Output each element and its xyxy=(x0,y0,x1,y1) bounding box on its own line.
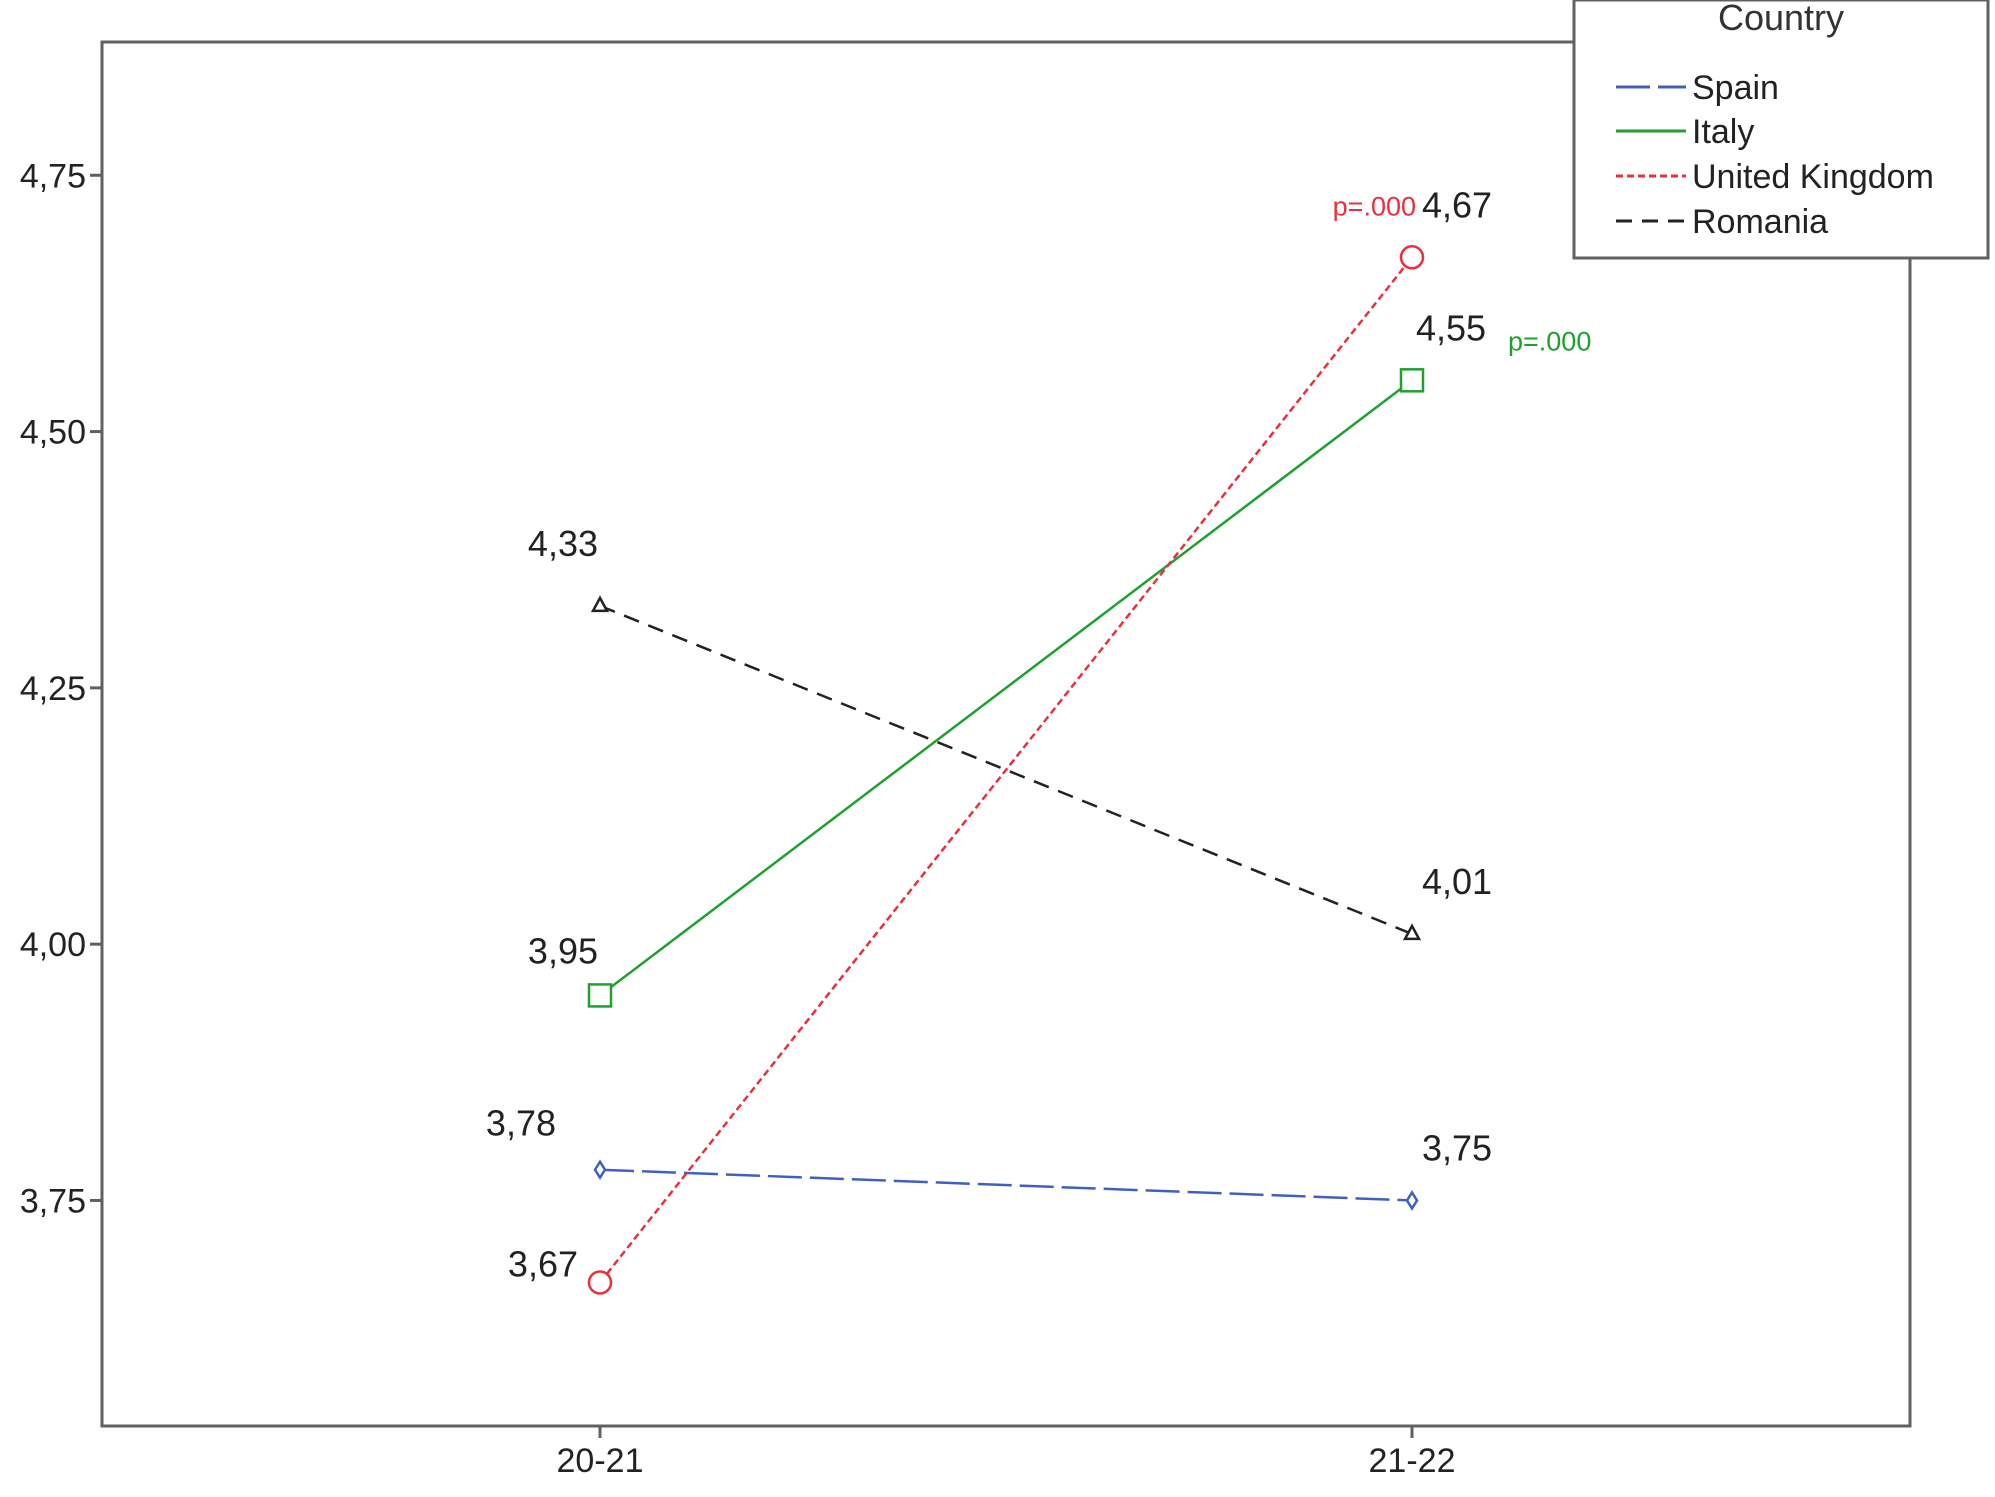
legend-title: Country xyxy=(1718,0,1844,38)
data-point-marker xyxy=(587,1270,613,1295)
series-spain xyxy=(593,1159,1419,1211)
x-tick-label: 21-22 xyxy=(1369,1442,1456,1480)
series-group xyxy=(587,245,1425,1295)
p-value-annotation: p=.000 xyxy=(1508,326,1591,356)
x-tick-label: 20-21 xyxy=(557,1442,644,1480)
data-label: 4,01 xyxy=(1422,861,1492,902)
legend-item: Romania xyxy=(1616,203,1828,241)
series-line xyxy=(599,379,1413,997)
y-tick-label: 4,75 xyxy=(20,157,86,195)
data-point-marker xyxy=(590,595,610,613)
series-line xyxy=(599,604,1413,936)
data-label: 3,78 xyxy=(486,1103,556,1144)
legend: Country Spain Italy United Kingdom Romania xyxy=(1572,0,1990,260)
data-point-marker xyxy=(1402,923,1422,941)
legend-item: Spain xyxy=(1616,69,1779,107)
y-tick-label: 4,50 xyxy=(20,414,86,452)
data-label: 3,75 xyxy=(1422,1127,1492,1168)
data-label: 4,33 xyxy=(528,523,598,564)
data-point-marker xyxy=(1399,245,1425,270)
series-romania xyxy=(590,595,1422,941)
legend-label: Spain xyxy=(1692,69,1779,107)
data-point-marker xyxy=(1399,368,1425,393)
axes: 3,75 4,00 4,25 4,50 4,75 20-21 21-22 xyxy=(20,157,1456,1480)
data-labels: 3,78 3,75 3,95 4,55 3,67 4,67 4,33 4,01 p=.000 p=… xyxy=(486,184,1591,1284)
legend-item: United Kingdom xyxy=(1616,158,1934,196)
data-point-marker xyxy=(587,983,613,1008)
plot-frame xyxy=(100,40,1912,1428)
data-label: 3,95 xyxy=(528,930,598,971)
data-label: 4,67 xyxy=(1422,184,1492,225)
series-united-kingdom xyxy=(587,245,1425,1295)
series-italy xyxy=(587,368,1425,1008)
y-tick-label: 3,75 xyxy=(20,1182,86,1220)
legend-item: Italy xyxy=(1616,113,1754,151)
y-tick-label: 4,25 xyxy=(20,670,86,708)
y-tick-label: 4,00 xyxy=(20,926,86,964)
series-line xyxy=(599,256,1413,1284)
data-point-marker xyxy=(1405,1190,1419,1211)
p-value-annotation: p=.000 xyxy=(1333,191,1416,221)
data-point-marker xyxy=(593,1159,607,1181)
legend-label: United Kingdom xyxy=(1692,158,1934,196)
data-label: 4,55 xyxy=(1416,307,1486,348)
legend-label: Romania xyxy=(1692,203,1828,241)
series-line xyxy=(599,1168,1413,1202)
legend-label: Italy xyxy=(1692,113,1754,151)
data-label: 3,67 xyxy=(508,1243,578,1284)
legend-box xyxy=(1572,0,1990,260)
